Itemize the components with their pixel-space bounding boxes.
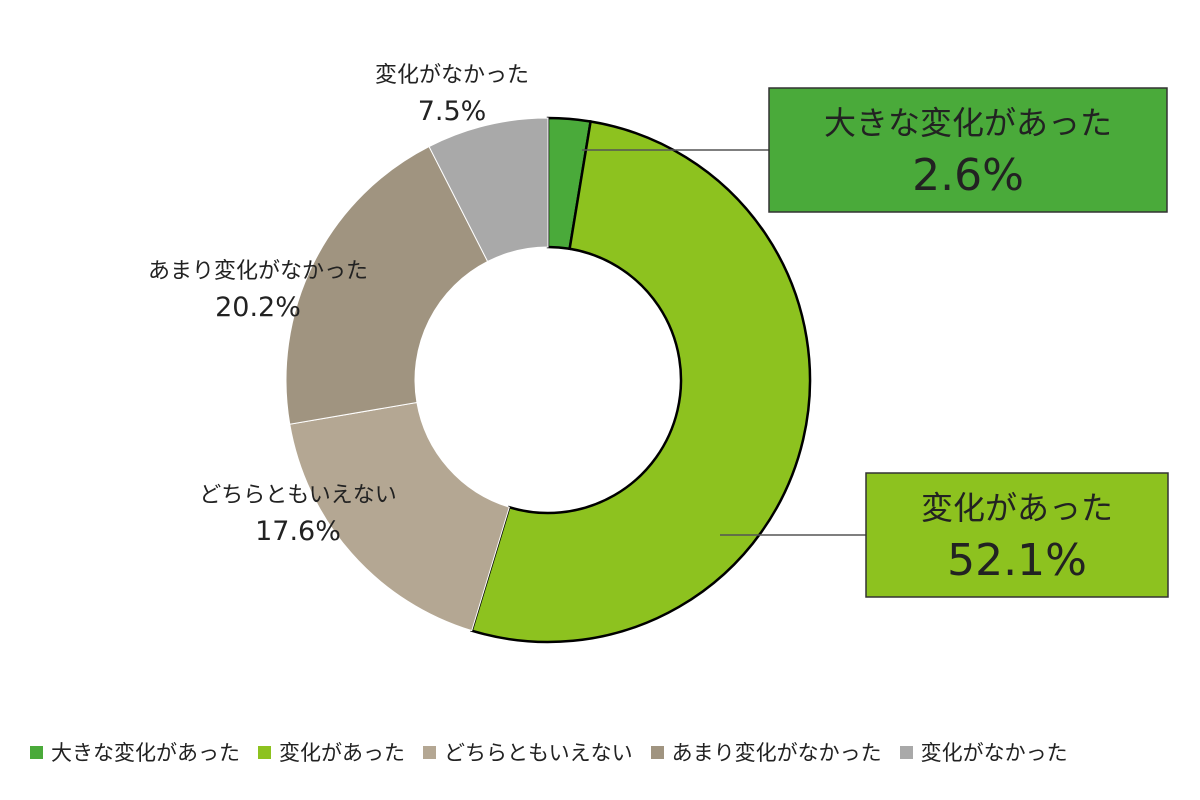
slice-1-callout-box <box>768 87 1168 213</box>
slice-2-callout-box <box>865 472 1169 598</box>
legend-swatch <box>258 745 271 759</box>
slice-5 <box>428 117 549 263</box>
legend-swatch <box>650 745 664 759</box>
legend-label: 変化がなかった <box>920 741 1068 765</box>
legend-label: 大きな変化があった <box>51 741 240 765</box>
legend-item-3: どちらともいえない <box>423 737 633 767</box>
legend-label: どちらともいえない <box>444 741 633 765</box>
legend-item-5: 変化がなかった <box>899 737 1068 767</box>
slice-2-callout-value: 52.1% <box>947 535 1087 586</box>
leader-lines-group <box>582 149 866 536</box>
slice-4-label-name: あまり変化がなかった <box>148 259 368 284</box>
slices-group <box>285 116 812 644</box>
slice-2 <box>470 120 812 644</box>
slice-1-callout-name: 大きな変化があった <box>824 104 1112 142</box>
legend-swatch <box>423 745 436 759</box>
legend-label: あまり変化がなかった <box>671 741 882 765</box>
legend-item-2: 変化があった <box>258 737 405 767</box>
slice-4-label-value: 20.2% <box>215 292 301 323</box>
legend-item-1: 大きな変化があった <box>30 737 240 767</box>
legend-swatch <box>899 745 913 759</box>
slice-1-callout-value: 2.6% <box>912 150 1024 201</box>
slice-2-callout-name: 変化があった <box>921 489 1113 527</box>
slice-3-label-value: 17.6% <box>255 516 341 547</box>
legend-item-4: あまり変化がなかった <box>650 737 882 767</box>
slice-5-label-name: 変化がなかった <box>375 63 529 88</box>
legend-swatch <box>30 745 43 759</box>
slice-5-label-value: 7.5% <box>418 96 487 127</box>
slice-3 <box>289 401 510 632</box>
labels-group: 大きな変化があった 2.6% 変化があった 52.1% どちらともいえない 17.6% あま… <box>148 63 1169 598</box>
slice-4 <box>285 145 489 425</box>
slice-3-label-name: どちらともいえない <box>199 483 397 508</box>
legend: 大きな変化があった 変化があった どちらともいえない あまり変化がなかった 変化がなかっ… <box>30 735 1190 769</box>
legend-label: 変化があった <box>279 741 405 765</box>
